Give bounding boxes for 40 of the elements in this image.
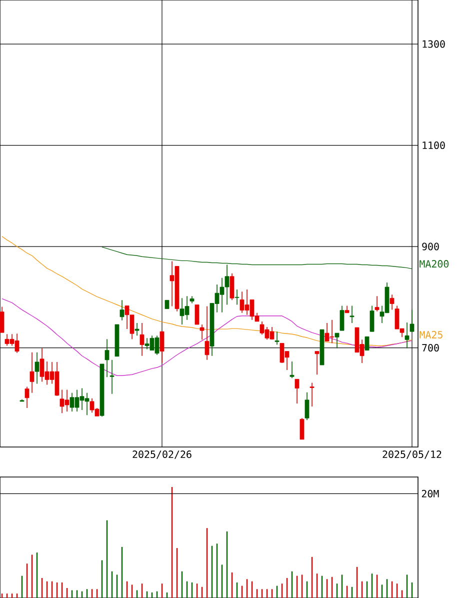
candlestick: [200, 324, 204, 340]
candlestick: [110, 360, 114, 394]
candlestick: [274, 331, 280, 346]
y-tick-label: 900: [422, 242, 439, 250]
candlestick: [140, 322, 144, 356]
x-tick-label: 2025/02/26: [132, 450, 192, 459]
candlestick: [370, 305, 374, 332]
candlestick: [134, 322, 140, 336]
candlestick: [204, 306, 210, 360]
candlestick: [374, 296, 380, 312]
y-tick-label: 700: [422, 344, 439, 352]
candlestick: [34, 352, 40, 384]
candlestick: [310, 382, 314, 407]
candlestick: [234, 289, 240, 306]
candlestick: [230, 272, 234, 301]
y-tick-label: 1300: [422, 40, 445, 48]
candlestick: [290, 361, 294, 379]
candlestick: [390, 294, 394, 310]
candlestick: [304, 392, 310, 421]
candlestick: [104, 338, 110, 378]
candlestick: [364, 336, 370, 351]
candlestick: [334, 332, 340, 349]
candlestick: [350, 305, 354, 324]
candlestick: [410, 309, 414, 332]
candlestick: [24, 386, 30, 408]
y-tick-label: 1100: [422, 142, 445, 150]
candlestick: [294, 378, 300, 404]
candlestick: [300, 418, 304, 440]
series-label: MA200: [420, 260, 449, 268]
candlestick: [194, 304, 200, 325]
series-label: MA25: [420, 330, 442, 338]
candlestick: [120, 300, 124, 321]
candlestick: [340, 305, 344, 331]
candlestick: [0, 306, 4, 333]
candlestick: [30, 352, 34, 394]
candlestick: [314, 350, 320, 376]
x-tick-label: 2025/05/12: [382, 450, 442, 459]
candlestick: [160, 331, 164, 364]
ref-line-label: 20M: [422, 490, 439, 498]
candlestick: [404, 322, 410, 349]
